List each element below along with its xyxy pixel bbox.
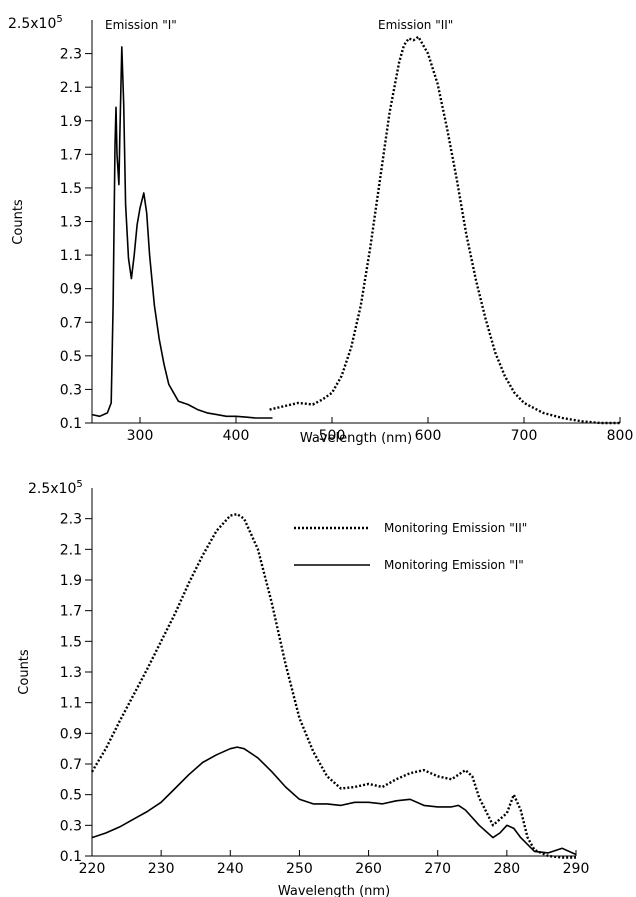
bottom-y-scale-exponent: 5 [76, 479, 82, 490]
bottom-x-tick-label: 240 [217, 861, 244, 877]
bottom-x-tick-label: 290 [563, 861, 590, 877]
bottom-y-tick-label: 2.1 [60, 542, 82, 558]
bottom-x-tick-label: 220 [79, 861, 106, 877]
top-y-axis-title: Counts [11, 199, 26, 245]
top-y-tick-label: 1.1 [60, 248, 82, 264]
top-annotation-emission-1: Emission "I" [105, 18, 177, 32]
top-x-tick-label: 800 [607, 428, 634, 444]
bottom-x-tick-label: 270 [424, 861, 451, 877]
bottom-y-tick-label: 0.3 [60, 818, 82, 834]
top-y-tick-label: 1.3 [60, 215, 82, 231]
legend-label-emission-1: Monitoring Emission "I" [384, 558, 524, 572]
top-x-tick-label: 300 [127, 428, 154, 444]
top-y-tick-label: 0.7 [60, 315, 82, 331]
top-y-scale-exponent: 5 [56, 14, 62, 25]
bottom-y-scale-label: 2.5x105 [28, 479, 83, 497]
bottom-y-tick-label: 0.7 [60, 757, 82, 773]
bottom-y-tick-label: 1.5 [60, 634, 82, 650]
top-y-ticks: 0.1 0.3 0.5 0.7 0.9 1.1 1.3 1.5 1.7 1.9 2.1 2.3 [60, 47, 92, 432]
bottom-series-dotted-line [90, 512, 576, 859]
bottom-x-tick-label: 230 [148, 861, 175, 877]
top-y-tick-label: 0.9 [60, 282, 82, 298]
top-annotation-emission-2: Emission "II" [378, 18, 453, 32]
bottom-x-tick-label: 260 [355, 861, 382, 877]
top-y-tick-label: 0.3 [60, 382, 82, 398]
bottom-series [90, 512, 577, 859]
bottom-y-axis-title: Counts [17, 649, 32, 695]
top-emission-chart: 0.1 0.3 0.5 0.7 0.9 1.1 1.3 1.5 1.7 1.9 2.1 2.3 300… [8, 14, 633, 446]
bottom-x-axis-title: Wavelength (nm) [278, 884, 390, 897]
bottom-y-tick-label: 0.1 [60, 849, 82, 865]
bottom-y-tick-label: 1.1 [60, 696, 82, 712]
top-y-tick-label: 2.1 [60, 80, 82, 96]
top-y-tick-label: 1.5 [60, 181, 82, 197]
bottom-y-tick-label: 0.9 [60, 726, 82, 742]
bottom-y-ticks: 0.1 0.3 0.5 0.7 0.9 1.1 1.3 1.5 1.7 1.9 2.1 2.3 [60, 512, 92, 865]
bottom-y-tick-label: 2.3 [60, 512, 82, 528]
svg-text:2.5x105: 2.5x105 [8, 14, 63, 32]
top-x-axis-title: Wavelength (nm) [300, 431, 412, 446]
top-series-dotted-line [269, 35, 620, 425]
top-y-scale-base: 2.5x10 [8, 16, 56, 32]
top-y-tick-label: 0.1 [60, 416, 82, 432]
top-x-tick-label: 600 [415, 428, 442, 444]
bottom-y-tick-label: 0.5 [60, 788, 82, 804]
bottom-y-tick-label: 1.7 [60, 604, 82, 620]
top-y-tick-label: 0.5 [60, 349, 82, 365]
top-x-tick-label: 500 [319, 428, 346, 444]
top-x-ticks: 300 400 500 600 700 800 [127, 417, 634, 444]
bottom-y-tick-label: 1.9 [60, 573, 82, 589]
bottom-excitation-chart: 0.1 0.3 0.5 0.7 0.9 1.1 1.3 1.5 1.7 1.9 2.1 2.3 220… [17, 479, 589, 897]
top-series [91, 35, 620, 425]
bottom-series-solid-line [91, 746, 577, 856]
top-x-tick-label: 400 [223, 428, 250, 444]
svg-text:2.5x105: 2.5x105 [28, 479, 83, 497]
top-series-solid-line [91, 46, 273, 419]
bottom-x-tick-label: 280 [493, 861, 520, 877]
legend-label-emission-2: Monitoring Emission "II" [384, 521, 527, 535]
bottom-y-scale-base: 2.5x10 [28, 481, 76, 497]
top-y-tick-label: 1.9 [60, 114, 82, 130]
top-y-scale-label: 2.5x105 [8, 14, 63, 32]
bottom-y-tick-label: 1.3 [60, 665, 82, 681]
bottom-x-tick-label: 250 [286, 861, 313, 877]
top-y-tick-label: 1.7 [60, 147, 82, 163]
top-x-tick-label: 700 [511, 428, 538, 444]
bottom-legend: Monitoring Emission "II" Monitoring Emis… [294, 521, 527, 572]
bottom-x-ticks: 220 230 240 250 260 270 280 290 [79, 850, 590, 877]
top-y-tick-label: 2.3 [60, 47, 82, 63]
